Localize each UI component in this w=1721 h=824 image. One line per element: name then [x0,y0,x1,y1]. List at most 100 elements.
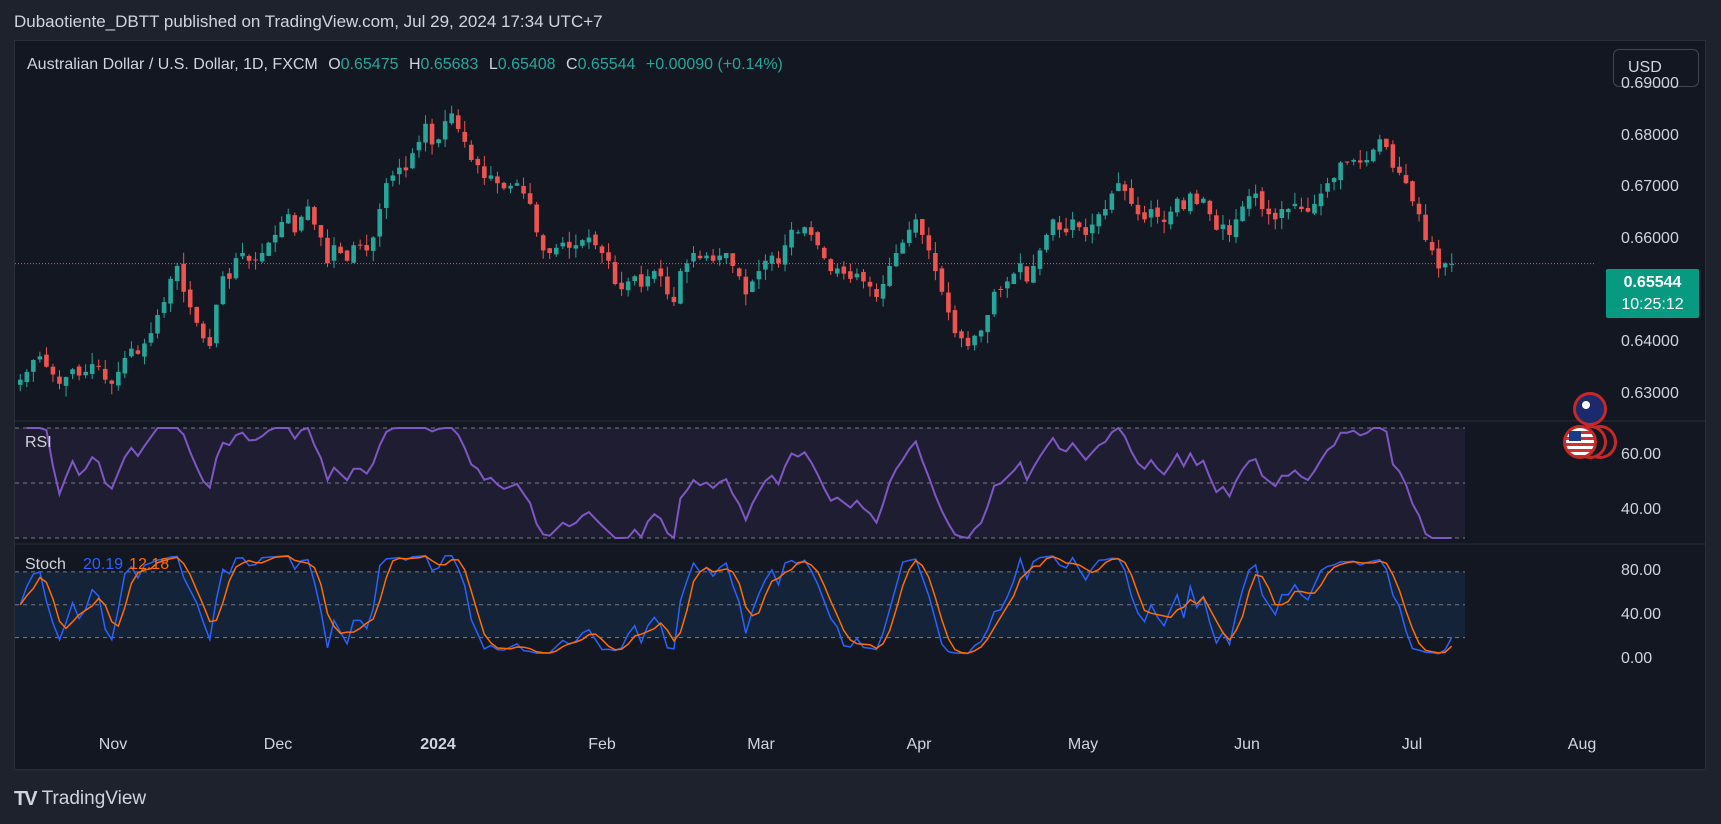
candle-body [1416,203,1422,215]
candle-body [1194,193,1200,204]
candle-body [1364,159,1370,163]
candle-body [1449,263,1455,265]
rsi-tick-label: 60.00 [1621,445,1662,463]
candle-body [416,141,422,151]
candle-body [1057,222,1062,230]
candle-body [906,229,912,243]
stoch-label[interactable]: Stoch [25,556,66,573]
price-tick-label: 0.68000 [1621,126,1679,144]
candle-body [142,343,147,357]
candle-body [880,284,886,299]
candle-body [632,276,637,282]
candle-body [325,237,330,264]
candle-body [625,281,631,291]
candle-body [1331,178,1337,183]
high-label: H [408,56,421,73]
chart-canvas[interactable] [15,41,1706,770]
candle-body [1233,219,1239,238]
candle-body [1410,181,1415,202]
candle-body [645,276,651,287]
candle-body [1116,183,1121,191]
candle-body [331,245,337,261]
candle-body [109,380,115,384]
rsi-label[interactable]: RSI [25,434,52,451]
candle-body [194,306,200,323]
candle-body [867,281,873,287]
candle-body [1109,193,1115,210]
candle-body [1083,227,1088,235]
currency-button[interactable]: USD [1613,49,1699,87]
publisher-header: Dubaotiente_DBTT published on TradingVie… [14,12,603,31]
candle-body [272,234,278,243]
candle-body [200,323,206,339]
low-value: 0.65408 [497,56,556,73]
candle-body [240,253,245,257]
open-value: 0.65475 [340,56,399,73]
candle-body [952,310,958,334]
candle-body [946,292,951,313]
candle-body [691,253,696,262]
candle-body [1292,203,1298,207]
candle-body [50,366,56,375]
candle-body [848,271,853,279]
candle-body [900,242,905,254]
candle-body [70,369,75,375]
candle-body [475,158,481,166]
candle-body [1011,273,1017,284]
candle-body [665,276,670,295]
candle-body [1031,265,1036,283]
candle-body [1148,209,1154,218]
candle-body [743,276,749,295]
candle-body [567,241,572,248]
candle-body [835,268,840,274]
candle-body [1227,225,1232,235]
stoch-tick-label: 0.00 [1621,649,1653,667]
candle-body [1187,193,1193,212]
candle-body [1279,209,1285,219]
time-tick-label: Nov [98,736,128,753]
candle-body [1442,263,1448,268]
candle-body [893,253,899,267]
candle-body [580,240,585,246]
candle-body [1174,198,1180,213]
candle-body [1168,211,1173,225]
candle-body [939,268,945,292]
candle-body [429,123,435,145]
candle-body [874,289,879,297]
stoch-tick-label: 40.00 [1621,605,1662,623]
candle-body [259,253,265,262]
tradingview-footer[interactable]: TV TradingView [14,786,146,812]
us-flag-icon[interactable] [1563,425,1597,459]
chart-frame[interactable]: Australian Dollar / U.S. Dollar, 1D, FXC… [14,40,1706,770]
candle-body [148,333,154,343]
candle-body [1063,228,1069,233]
candle-body [723,253,729,259]
candle-body [102,368,108,380]
candle-body [1436,248,1441,269]
change-value: +0.00090 (+0.14%) [645,56,783,73]
candle-body [1135,204,1141,215]
candle-body [521,185,526,194]
candle-body [919,219,925,235]
symbol-title[interactable]: Australian Dollar / U.S. Dollar, 1D, FXC… [27,56,318,73]
candle-body [1076,222,1082,228]
candle-body [1299,206,1304,210]
candle-body [344,250,350,261]
candle-body [1371,149,1376,162]
candle-body [37,356,43,360]
candle-body [1384,138,1389,148]
candle-body [991,291,997,315]
candle-body [116,371,121,386]
candle-body [808,227,814,235]
candle-body [926,235,932,251]
candle-body [155,315,160,334]
stoch-d-value: 12.18 [129,556,170,573]
candle-body [540,235,546,251]
australia-flag-icon[interactable] [1573,392,1607,426]
candle-body [305,206,311,220]
rsi-tick-label: 40.00 [1621,500,1662,518]
candle-body [776,258,781,264]
candle-body [357,244,363,246]
candle-body [214,304,219,344]
candle-body [220,276,226,305]
